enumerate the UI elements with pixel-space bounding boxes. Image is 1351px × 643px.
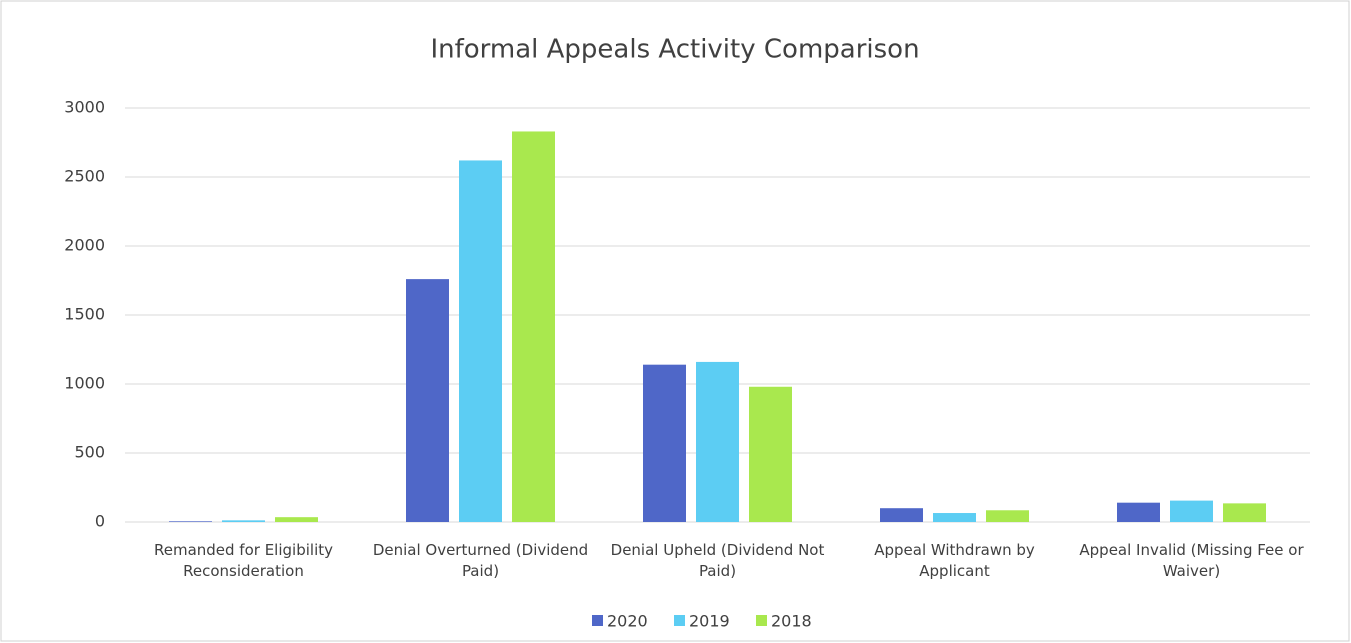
bar [880,508,923,522]
bar [643,364,686,522]
legend-swatch [674,615,685,626]
bar [512,131,555,522]
x-tick-label: Appeal Invalid (Missing Fee or Waiver) [1079,541,1304,580]
legend-label: 2018 [771,612,812,631]
x-tick-label: Denial Upheld (Dividend Not Paid) [610,541,825,580]
y-tick-label: 2500 [64,167,105,186]
legend-swatch [756,615,767,626]
y-tick-label: 1000 [64,374,105,393]
y-tick-label: 500 [74,443,105,462]
chart-title: Informal Appeals Activity Comparison [430,35,919,65]
x-tick-label: Denial Overturned (Dividend Paid) [372,541,589,580]
bar [933,513,976,522]
bar [1170,500,1213,522]
bar [1223,503,1266,522]
y-tick-label: 0 [95,512,105,531]
y-tick-label: 3000 [64,98,105,117]
x-tick-label: Appeal Withdrawn by Applicant [874,541,1035,580]
bar [986,510,1029,522]
y-tick-label: 2000 [64,236,105,255]
bar [275,517,318,522]
bar [169,521,212,522]
bar [406,279,449,522]
legend-label: 2019 [689,612,730,631]
x-tick-label: Remanded for Eligibility Reconsideration [153,541,333,580]
legend-label: 2020 [607,612,648,631]
bar [459,160,502,522]
bar [696,361,739,522]
bar [749,386,792,522]
bar [222,520,265,522]
legend-swatch [592,615,603,626]
y-tick-label: 1500 [64,305,105,324]
bar [1117,502,1160,522]
